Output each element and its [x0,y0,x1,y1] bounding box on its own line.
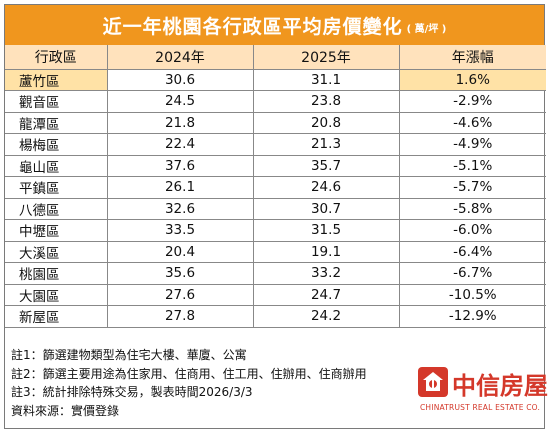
cell-area: 大園區 [5,284,108,306]
cell-area: 大溪區 [5,241,108,263]
cell-change: -12.9% [399,305,546,328]
table-row: 蘆竹區 30.6 31.1 1.6% [5,69,546,91]
cell-2025: 24.2 [253,305,400,328]
cell-2024: 33.5 [107,219,254,242]
company-logo: 中信房屋 CHINATRUST REAL ESTATE CO. [416,363,548,419]
cell-2025: 35.7 [253,155,400,177]
chart-unit: ( 萬/坪 ) [406,24,447,35]
cell-change: -10.5% [399,284,546,306]
cell-area: 蘆竹區 [5,69,108,91]
cell-change: -5.8% [399,198,546,220]
cell-2025: 19.1 [253,241,400,263]
chart-frame: 近一年桃園各行政區平均房價變化 ( 萬/坪 ) 行政區 2024年 2025年 … [4,4,548,429]
logo-brand: 中信房屋 [452,372,548,400]
cell-area: 龍潭區 [5,112,108,134]
cell-change: -2.9% [399,90,546,113]
footnote-1: 註1：篩選建物類型為住宅大樓、華廈、公寓 [11,348,247,362]
cell-2025: 21.3 [253,133,400,156]
table-row: 龍潭區 21.8 20.8 -4.6% [5,112,546,134]
cell-area: 桃園區 [5,262,108,285]
cell-change: 1.6% [399,69,546,91]
table-header-row: 行政區 2024年 2025年 年漲幅 [5,45,546,70]
cell-2024: 21.8 [107,112,254,134]
cell-change: -4.9% [399,133,546,156]
cell-2025: 31.1 [253,69,400,91]
chinatrust-house-logo-icon [418,367,448,397]
table-row: 龜山區 37.6 35.7 -5.1% [5,155,546,177]
cell-2024: 24.5 [107,90,254,113]
table-row: 平鎮區 26.1 24.6 -5.7% [5,176,546,199]
table-row: 觀音區 24.5 23.8 -2.9% [5,90,546,113]
cell-2025: 33.2 [253,262,400,285]
cell-area: 龜山區 [5,155,108,177]
header-2025: 2025年 [253,45,400,70]
table-row: 大園區 27.6 24.7 -10.5% [5,284,546,306]
data-source: 資料來源：實價登錄 [11,403,120,418]
cell-2024: 30.6 [107,69,254,91]
price-table: 行政區 2024年 2025年 年漲幅 蘆竹區 30.6 31.1 1.6% 觀音區 24… [5,45,546,328]
footnotes: 註1：篩選建物類型為住宅大樓、華廈、公寓 註2：篩選主要用途為住家用、住商用、住… [11,346,367,420]
cell-2024: 20.4 [107,241,254,263]
cell-2025: 31.5 [253,219,400,242]
header-change: 年漲幅 [399,45,546,70]
cell-2024: 27.6 [107,284,254,306]
cell-2025: 30.7 [253,198,400,220]
table-row: 楊梅區 22.4 21.3 -4.9% [5,133,546,156]
cell-change: -4.6% [399,112,546,134]
cell-2024: 35.6 [107,262,254,285]
cell-2024: 26.1 [107,176,254,199]
cell-area: 楊梅區 [5,133,108,156]
cell-area: 平鎮區 [5,176,108,199]
cell-2025: 24.6 [253,176,400,199]
footnote-2: 註2：篩選主要用途為住家用、住商用、住工用、住辦用、住商辦用 [11,366,367,381]
table-row: 八德區 32.6 30.7 -5.8% [5,198,546,220]
cell-change: -5.7% [399,176,546,199]
header-2024: 2024年 [107,45,254,70]
logo-subtitle: CHINATRUST REAL ESTATE CO. [420,403,541,412]
table-row: 中壢區 33.5 31.5 -6.0% [5,219,546,242]
cell-2025: 24.7 [253,284,400,306]
chart-title: 近一年桃園各行政區平均房價變化 [102,15,403,38]
cell-area: 觀音區 [5,90,108,113]
cell-2024: 27.8 [107,305,254,328]
cell-area: 八德區 [5,198,108,220]
table-row: 桃園區 35.6 33.2 -6.7% [5,262,546,285]
table-row: 新屋區 27.8 24.2 -12.9% [5,305,546,328]
table-row: 大溪區 20.4 19.1 -6.4% [5,241,546,263]
cell-change: -6.0% [399,219,546,242]
cell-2024: 22.4 [107,133,254,156]
table-body: 蘆竹區 30.6 31.1 1.6% 觀音區 24.5 23.8 -2.9% 龍潭區 21.8 20… [5,69,546,328]
cell-area: 新屋區 [5,305,108,328]
cell-change: -6.7% [399,262,546,285]
cell-2024: 37.6 [107,155,254,177]
chart-title-bar: 近一年桃園各行政區平均房價變化 ( 萬/坪 ) [5,5,544,45]
footnote-3: 註3：統計排除特殊交易，製表時間2026/3/3 [11,385,253,399]
cell-2024: 32.6 [107,198,254,220]
header-area: 行政區 [5,45,108,70]
cell-2025: 20.8 [253,112,400,134]
cell-change: -6.4% [399,241,546,263]
cell-2025: 23.8 [253,90,400,113]
cell-change: -5.1% [399,155,546,177]
cell-area: 中壢區 [5,219,108,242]
